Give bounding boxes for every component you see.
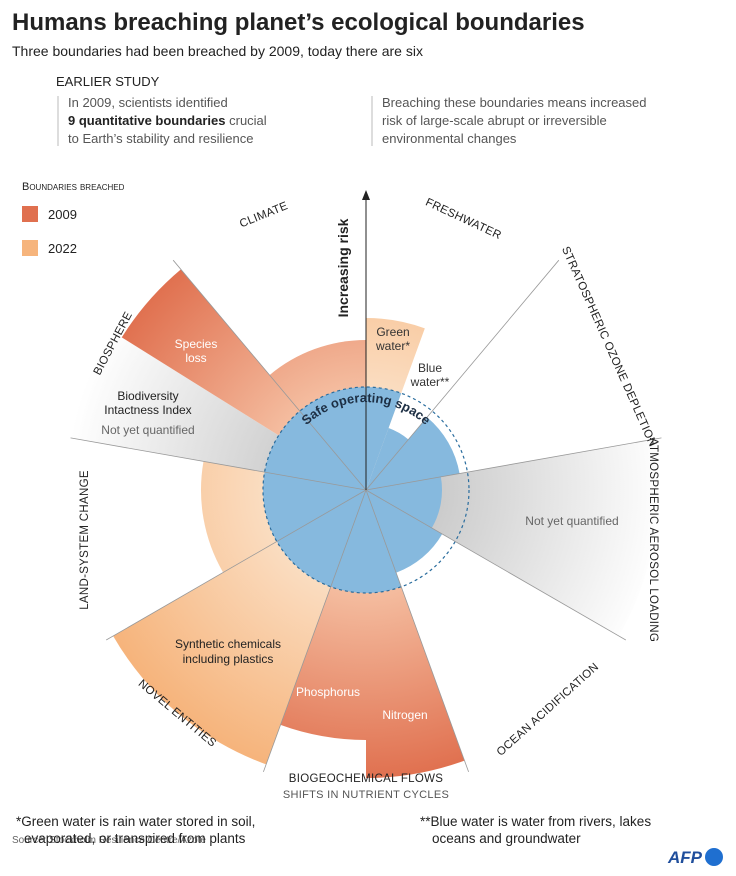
title: Humans breaching planet’s ecological bou…	[12, 9, 585, 36]
safe-core	[366, 427, 409, 490]
legend-label: 2022	[48, 241, 77, 256]
wedge-label: including plastics	[183, 652, 274, 666]
spoke	[365, 489, 469, 773]
wedge-label: Blue	[418, 361, 442, 375]
logo-dot	[705, 848, 723, 866]
spoke	[365, 489, 627, 641]
wedge-label: Biodiversity	[117, 389, 178, 403]
wedge-label: Not yet quantified	[101, 423, 194, 437]
boundary-wheel	[70, 190, 662, 778]
boundary-name: STRATOSPHERIC OZONE DEPLETION	[559, 245, 659, 449]
footnote: evaporated, or transpired from plants	[24, 831, 246, 846]
study-text: 9 quantitative boundaries crucial	[68, 113, 267, 128]
footnote: **Blue water is water from rivers, lakes	[420, 814, 651, 829]
spoke	[172, 259, 367, 491]
wedge-label: Species	[175, 337, 218, 351]
wedge-label: Not yet quantified	[525, 514, 618, 528]
logo: AFP	[667, 848, 703, 867]
boundary-name: CLIMATE	[238, 200, 290, 230]
spoke	[105, 489, 367, 641]
wedge-label: water*	[375, 339, 410, 353]
safe-core	[366, 387, 402, 490]
study-text-rest: crucial	[229, 113, 267, 128]
study-note: risk of large-scale abrupt or irreversib…	[382, 113, 607, 128]
boundary-name: BIOGEOCHEMICAL FLOWS	[289, 773, 443, 785]
spoke	[70, 437, 367, 491]
study-note: Breaching these boundaries means increas…	[382, 95, 647, 110]
wedge-label: Synthetic chemicals	[175, 637, 281, 651]
source: Source: Stockholm Resilience Centre/Azot…	[12, 835, 206, 846]
boundary-name: OCEAN ACIDIFICATION	[495, 661, 602, 759]
risk-arrow	[362, 190, 370, 200]
study-bold: 9 quantitative boundaries	[68, 113, 225, 128]
study-text: In 2009, scientists identified	[68, 95, 228, 110]
spoke	[365, 259, 560, 491]
safe-core	[262, 411, 402, 593]
boundary-subname: SHIFTS IN NUTRIENT CYCLES	[283, 789, 449, 801]
boundary-name: LAND-SYSTEM CHANGE	[79, 470, 91, 610]
legend-swatch	[22, 240, 38, 256]
wedge-label: Intactness Index	[104, 403, 191, 417]
subtitle: Three boundaries had been breached by 20…	[12, 43, 423, 59]
legend-label: 2009	[48, 207, 77, 222]
spoke	[365, 437, 662, 491]
spoke	[263, 489, 367, 773]
study-text: to Earth’s stability and resilience	[68, 131, 253, 146]
footnote: *Green water is rain water stored in soi…	[16, 814, 255, 829]
wedge-label: Nitrogen	[382, 708, 427, 722]
wedge-label: Green	[376, 325, 409, 339]
boundary-name: ATMOSPHERIC AEROSOL LOADING	[647, 438, 659, 642]
study-heading: EARLIER STUDY	[56, 74, 160, 89]
wedge-label: Phosphorus	[296, 685, 360, 699]
safe-core	[366, 417, 460, 490]
axis-label: Increasing risk	[335, 218, 351, 317]
safe-boundary	[262, 386, 470, 594]
boundary-name: FRESHWATER	[423, 196, 503, 242]
safe-core	[299, 387, 366, 490]
safe-core	[366, 490, 443, 573]
safe-core	[366, 476, 442, 528]
footnote: oceans and groundwater	[432, 831, 581, 846]
legend-swatch	[22, 206, 38, 222]
study-note: environmental changes	[382, 131, 517, 146]
legend-title: Boundaries breached	[22, 181, 125, 193]
wedge-label: water**	[410, 375, 450, 389]
wedge-label: loss	[185, 351, 206, 365]
